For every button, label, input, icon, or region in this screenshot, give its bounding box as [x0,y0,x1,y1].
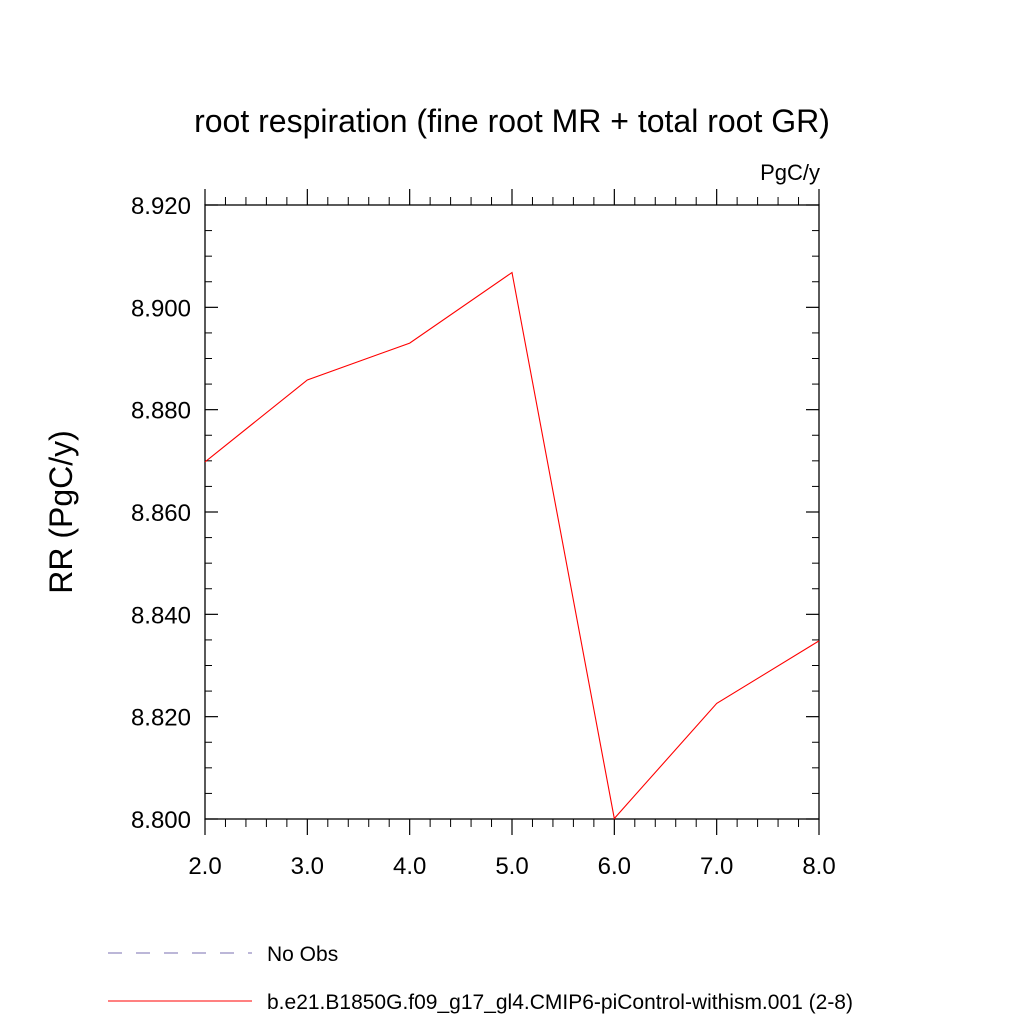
y-tick-label: 8.820 [131,705,191,732]
y-tick-label: 8.880 [131,398,191,425]
plot-frame [204,204,820,820]
legend-label-1: b.e21.B1850G.f09_g17_gl4.CMIP6-piControl… [267,991,853,1014]
x-tick-label: 4.0 [393,853,426,880]
x-tick-label: 6.0 [598,853,631,880]
units-label: PgC/y [760,160,820,185]
x-tick-label: 7.0 [700,853,733,880]
y-axis-label: RR (PgC/y) [43,430,79,594]
y-tick-label: 8.920 [131,193,191,220]
x-tick-label: 5.0 [495,853,528,880]
legend-label-0: No Obs [267,943,338,966]
y-tick-label: 8.860 [131,500,191,527]
series-line-0 [204,271,820,820]
x-tick-label: 3.0 [291,853,324,880]
y-tick-label: 8.900 [131,295,191,322]
axis-ticks: 2.0 3.0 4.0 5.0 6.0 7.0 8.0 8.800 8.820 8.840 8.86… [131,189,836,880]
y-tick-label: 8.840 [131,602,191,629]
x-tick-label: 2.0 [188,853,221,880]
chart-title: root respiration (fine root MR + total r… [194,103,830,139]
series-layer [204,271,820,820]
legend: No Obs b.e21.B1850G.f09_g17_gl4.CMIP6-piC… [108,943,853,1014]
x-tick-label: 8.0 [802,853,835,880]
y-tick-label: 8.800 [131,807,191,834]
